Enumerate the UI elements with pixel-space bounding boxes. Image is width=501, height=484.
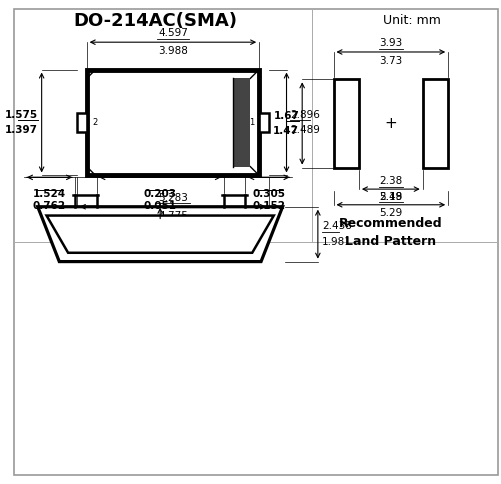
Text: 5.283: 5.283 [158, 193, 187, 203]
Text: 1.67: 1.67 [273, 110, 299, 121]
Text: Unit: mm: Unit: mm [382, 14, 440, 27]
Polygon shape [38, 207, 282, 261]
Bar [333, 79, 358, 167]
Polygon shape [47, 215, 273, 253]
Text: 0.152: 0.152 [252, 201, 285, 211]
Text: +: + [384, 116, 396, 131]
Text: Recommended
Land Pattern: Recommended Land Pattern [338, 216, 442, 247]
Text: 2.896: 2.896 [290, 109, 320, 120]
Text: 3.988: 3.988 [158, 46, 187, 56]
Text: 4.597: 4.597 [158, 28, 187, 38]
Text: 2.438: 2.438 [321, 221, 351, 231]
Text: 3.93: 3.93 [378, 38, 402, 48]
Bar [77, 113, 87, 132]
Text: 2.489: 2.489 [290, 125, 320, 136]
Text: 2.18: 2.18 [378, 192, 402, 202]
Text: 0.203: 0.203 [143, 189, 176, 199]
Text: 0.305: 0.305 [252, 189, 285, 199]
Text: 1.981: 1.981 [321, 237, 351, 247]
Text: 1.397: 1.397 [5, 125, 38, 136]
Text: 1.524: 1.524 [33, 189, 66, 199]
Text: 2: 2 [92, 118, 97, 127]
Text: 1.47: 1.47 [273, 126, 299, 136]
Text: 0.051: 0.051 [143, 201, 176, 211]
Text: 4.775: 4.775 [158, 211, 187, 221]
Text: 1.575: 1.575 [5, 109, 38, 120]
Bar [422, 79, 447, 167]
Bar [87, 70, 259, 175]
Text: 5.29: 5.29 [378, 208, 402, 218]
Text: 2.38: 2.38 [378, 176, 402, 186]
Text: 5.49: 5.49 [378, 192, 402, 202]
Text: DO-214AC(SMA): DO-214AC(SMA) [73, 12, 237, 30]
Text: 1: 1 [248, 118, 254, 127]
Bar [232, 78, 250, 166]
Text: 3.73: 3.73 [378, 56, 402, 66]
Bar [259, 113, 269, 132]
Text: 0.762: 0.762 [33, 201, 66, 211]
